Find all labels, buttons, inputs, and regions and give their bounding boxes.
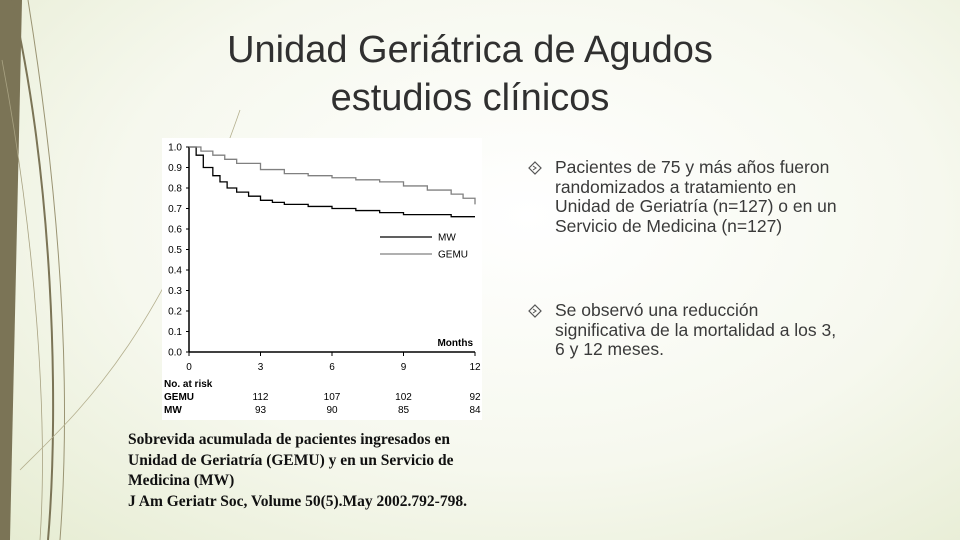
survival-chart: 0.0 0.1 0.2 0.3 0.4 0.5 0.6 0.7 0.8 0.9 1.0 0 3 6 9 12 M… [162,138,482,420]
y-tick-label: 0.6 [168,225,182,236]
bullet-item: Pacientes de 75 y más años fueron random… [528,157,848,236]
survival-chart-svg: 0.0 0.1 0.2 0.3 0.4 0.5 0.6 0.7 0.8 0.9 1.0 0 3 6 9 12 M… [164,143,481,417]
y-tick-label: 0.4 [168,266,182,277]
title-line-1: Unidad Geriátrica de Agudos [227,29,713,71]
legend-label-gemu: GEMU [438,250,468,261]
x-axis-label: Months [437,338,473,349]
caption-reference: J Am Geriatr Soc, Volume 50(5).May 2002.… [128,492,467,510]
bullet-item: Se observó una reducción significativa d… [528,300,848,360]
y-tick-label: 0.2 [168,307,182,318]
y-tick-label: 1.0 [168,143,182,154]
y-tick-label: 0.7 [168,204,182,215]
diamond-outline-icon [528,304,542,318]
risk-value: 93 [255,405,267,416]
bullet-list: Pacientes de 75 y más años fueron random… [528,157,848,360]
y-tick-label: 0.3 [168,286,182,297]
risk-value: 90 [326,405,338,416]
risk-value: 107 [324,392,341,403]
y-tick-label: 0.8 [168,184,182,195]
x-tick-label: 12 [469,362,481,373]
y-tick-label: 0.9 [168,163,182,174]
caption-line: Unidad de Geriatría (GEMU) y en un Servi… [128,451,454,469]
risk-value: 84 [469,405,481,416]
caption-line: Medicina (MW) [128,472,235,489]
x-tick-label: 3 [258,362,264,373]
bullet-text: Se observó una reducción significativa d… [555,300,837,359]
series-line-gemu [189,146,476,205]
x-tick-label: 9 [401,362,407,373]
y-tick-label: 0.1 [168,327,182,338]
bullet-text: Pacientes de 75 y más años fueron random… [555,157,837,236]
risk-row-label: MW [164,405,182,416]
y-tick-label: 0.5 [168,245,182,256]
risk-value: 85 [398,405,410,416]
slide-title: Unidad Geriátrica de Agudos estudios clí… [160,26,780,122]
risk-value: 92 [469,392,481,403]
x-tick-label: 0 [186,362,192,373]
title-line-2: estudios clínicos [330,77,610,119]
figure-caption: Sobrevida acumulada de pacientes ingresa… [128,430,538,512]
caption-line: Sobrevida acumulada de pacientes ingresa… [128,431,450,448]
legend-label-mw: MW [438,233,456,244]
series-line-mw [189,146,475,218]
x-tick-label: 6 [329,362,335,373]
risk-value: 112 [253,392,269,403]
y-tick-label: 0.0 [168,348,182,359]
diamond-outline-icon [528,161,542,175]
risk-row-label: GEMU [164,392,194,403]
risk-value: 102 [395,392,412,403]
risk-table-title: No. at risk [164,379,213,390]
